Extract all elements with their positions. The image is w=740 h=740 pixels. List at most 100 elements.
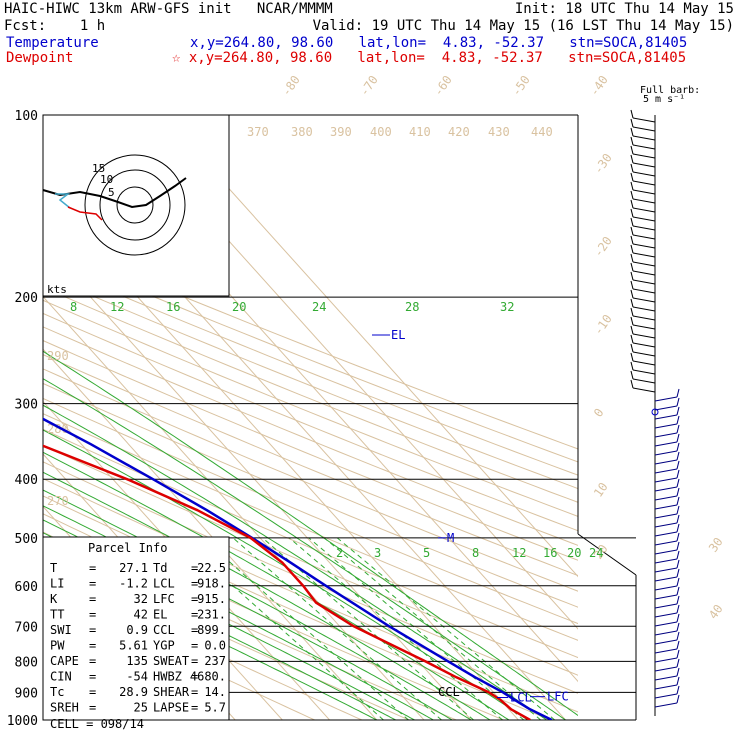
right-axis-line — [577, 533, 637, 576]
wind-barb — [630, 244, 634, 254]
wind-barb — [676, 406, 680, 416]
wind-barb — [632, 234, 656, 240]
wind-barb — [676, 478, 680, 488]
wind-barb — [654, 567, 678, 573]
parcel-param-label: SHEAR — [153, 685, 190, 699]
parcel-param-value: 0.0 — [204, 639, 226, 653]
wind-barb — [632, 306, 656, 312]
parcel-param-eq: = — [89, 623, 96, 637]
isotherm-label: -40 — [587, 73, 611, 99]
wind-barb — [630, 145, 634, 155]
isotherm-label: 40 — [706, 602, 726, 622]
parcel-param-label: Tc — [50, 685, 64, 699]
isotherm-label: -60 — [431, 73, 455, 99]
barb-scale-units: 5 m s⁻¹ — [643, 94, 686, 105]
wind-barb — [676, 487, 680, 497]
wind-barb — [632, 144, 656, 150]
wind-barb — [676, 631, 680, 641]
wind-barb — [654, 504, 678, 510]
parcel-param-value: 42 — [134, 608, 148, 622]
wind-barb — [654, 702, 678, 708]
dry-adiabat-line — [43, 249, 578, 463]
theta-label: 290 — [47, 349, 69, 363]
parcel-param-label: LFC — [153, 592, 175, 606]
wind-barb — [632, 198, 656, 204]
wind-barb — [654, 648, 678, 654]
wind-barb — [632, 378, 656, 384]
theta-label: 440 — [531, 125, 553, 139]
dry-adiabat-line — [43, 286, 578, 503]
wind-barb — [676, 442, 680, 452]
parcel-param-label: YGP — [153, 639, 175, 653]
wind-barb — [676, 415, 680, 425]
wind-barb — [630, 361, 634, 371]
wind-barb — [676, 676, 680, 686]
hodograph-units-label: kts — [47, 283, 67, 296]
wind-barb — [654, 486, 678, 492]
dry-adiabat-line — [43, 326, 578, 546]
pressure-tick-label: 100 — [15, 109, 38, 124]
level-mark-label: LCL — [510, 691, 532, 705]
parcel-param-value: 0.9 — [126, 623, 148, 637]
level-mark-label: M — [447, 531, 454, 545]
hodograph-ring — [84, 154, 186, 256]
wind-barb — [630, 127, 634, 137]
mixing-ratio-line — [288, 537, 503, 720]
mixing-ratio-line — [262, 537, 474, 720]
wind-barb — [654, 630, 678, 636]
wind-barb — [654, 603, 678, 609]
wind-barb — [676, 532, 680, 542]
parcel-param-value: 25 — [134, 701, 148, 715]
wind-barb — [676, 451, 680, 461]
wind-barb — [676, 613, 680, 623]
parcel-param-label: CIN — [50, 670, 72, 684]
wind-barb — [632, 243, 656, 249]
parcel-param-value: 915. — [197, 592, 226, 606]
isotherm-label: -70 — [357, 73, 381, 99]
parcel-param-eq: = — [89, 654, 96, 668]
wind-barb — [676, 514, 680, 524]
wind-barb — [632, 261, 656, 267]
wind-barb — [654, 594, 678, 600]
parcel-param-eq: = — [191, 561, 198, 575]
mixing-ratio-label: 12 — [110, 300, 124, 314]
wind-barb — [676, 658, 680, 668]
wind-barb — [654, 477, 678, 483]
parcel-param-eq: = — [191, 608, 198, 622]
isotherm-label: -80 — [279, 73, 303, 99]
wind-barb — [632, 360, 656, 366]
mixing-ratio-line — [324, 537, 542, 720]
wind-barb — [676, 694, 680, 704]
wind-barb — [676, 685, 680, 695]
parcel-param-value: 899. — [197, 623, 226, 637]
wind-barb — [630, 226, 634, 236]
wind-barb — [632, 162, 656, 168]
isotherm-label: -20 — [591, 234, 615, 260]
parcel-param-label: SWI — [50, 623, 72, 637]
wind-barb — [676, 577, 680, 587]
wind-barb — [654, 576, 678, 582]
parcel-param-value: 14. — [204, 685, 226, 699]
wind-barb — [630, 163, 634, 173]
wind-barb — [632, 279, 656, 285]
parcel-param-eq: = — [191, 701, 198, 715]
wind-barb — [630, 190, 634, 200]
wind-barb — [630, 379, 634, 389]
mixing-ratio-label: 24 — [312, 300, 326, 314]
wind-barb — [654, 666, 678, 672]
isotherm-label: 10 — [591, 480, 611, 500]
wind-barb — [632, 351, 656, 357]
wind-barb — [632, 171, 656, 177]
wind-barb — [676, 397, 680, 407]
wind-barb — [632, 387, 656, 393]
wind-barb — [630, 172, 634, 182]
isotherm-label: 20 — [591, 542, 611, 562]
temperature-location-info: x,y=264.80, 98.60 lat,lon= 4.83, -52.37 … — [190, 35, 688, 51]
parcel-param-eq: = — [89, 592, 96, 606]
parcel-param-label: SREH — [50, 701, 79, 715]
wind-barb — [654, 495, 678, 501]
wind-barb — [676, 424, 680, 434]
wind-barb — [630, 325, 634, 335]
dry-adiabat-line — [43, 354, 578, 577]
parcel-param-eq: = — [89, 608, 96, 622]
